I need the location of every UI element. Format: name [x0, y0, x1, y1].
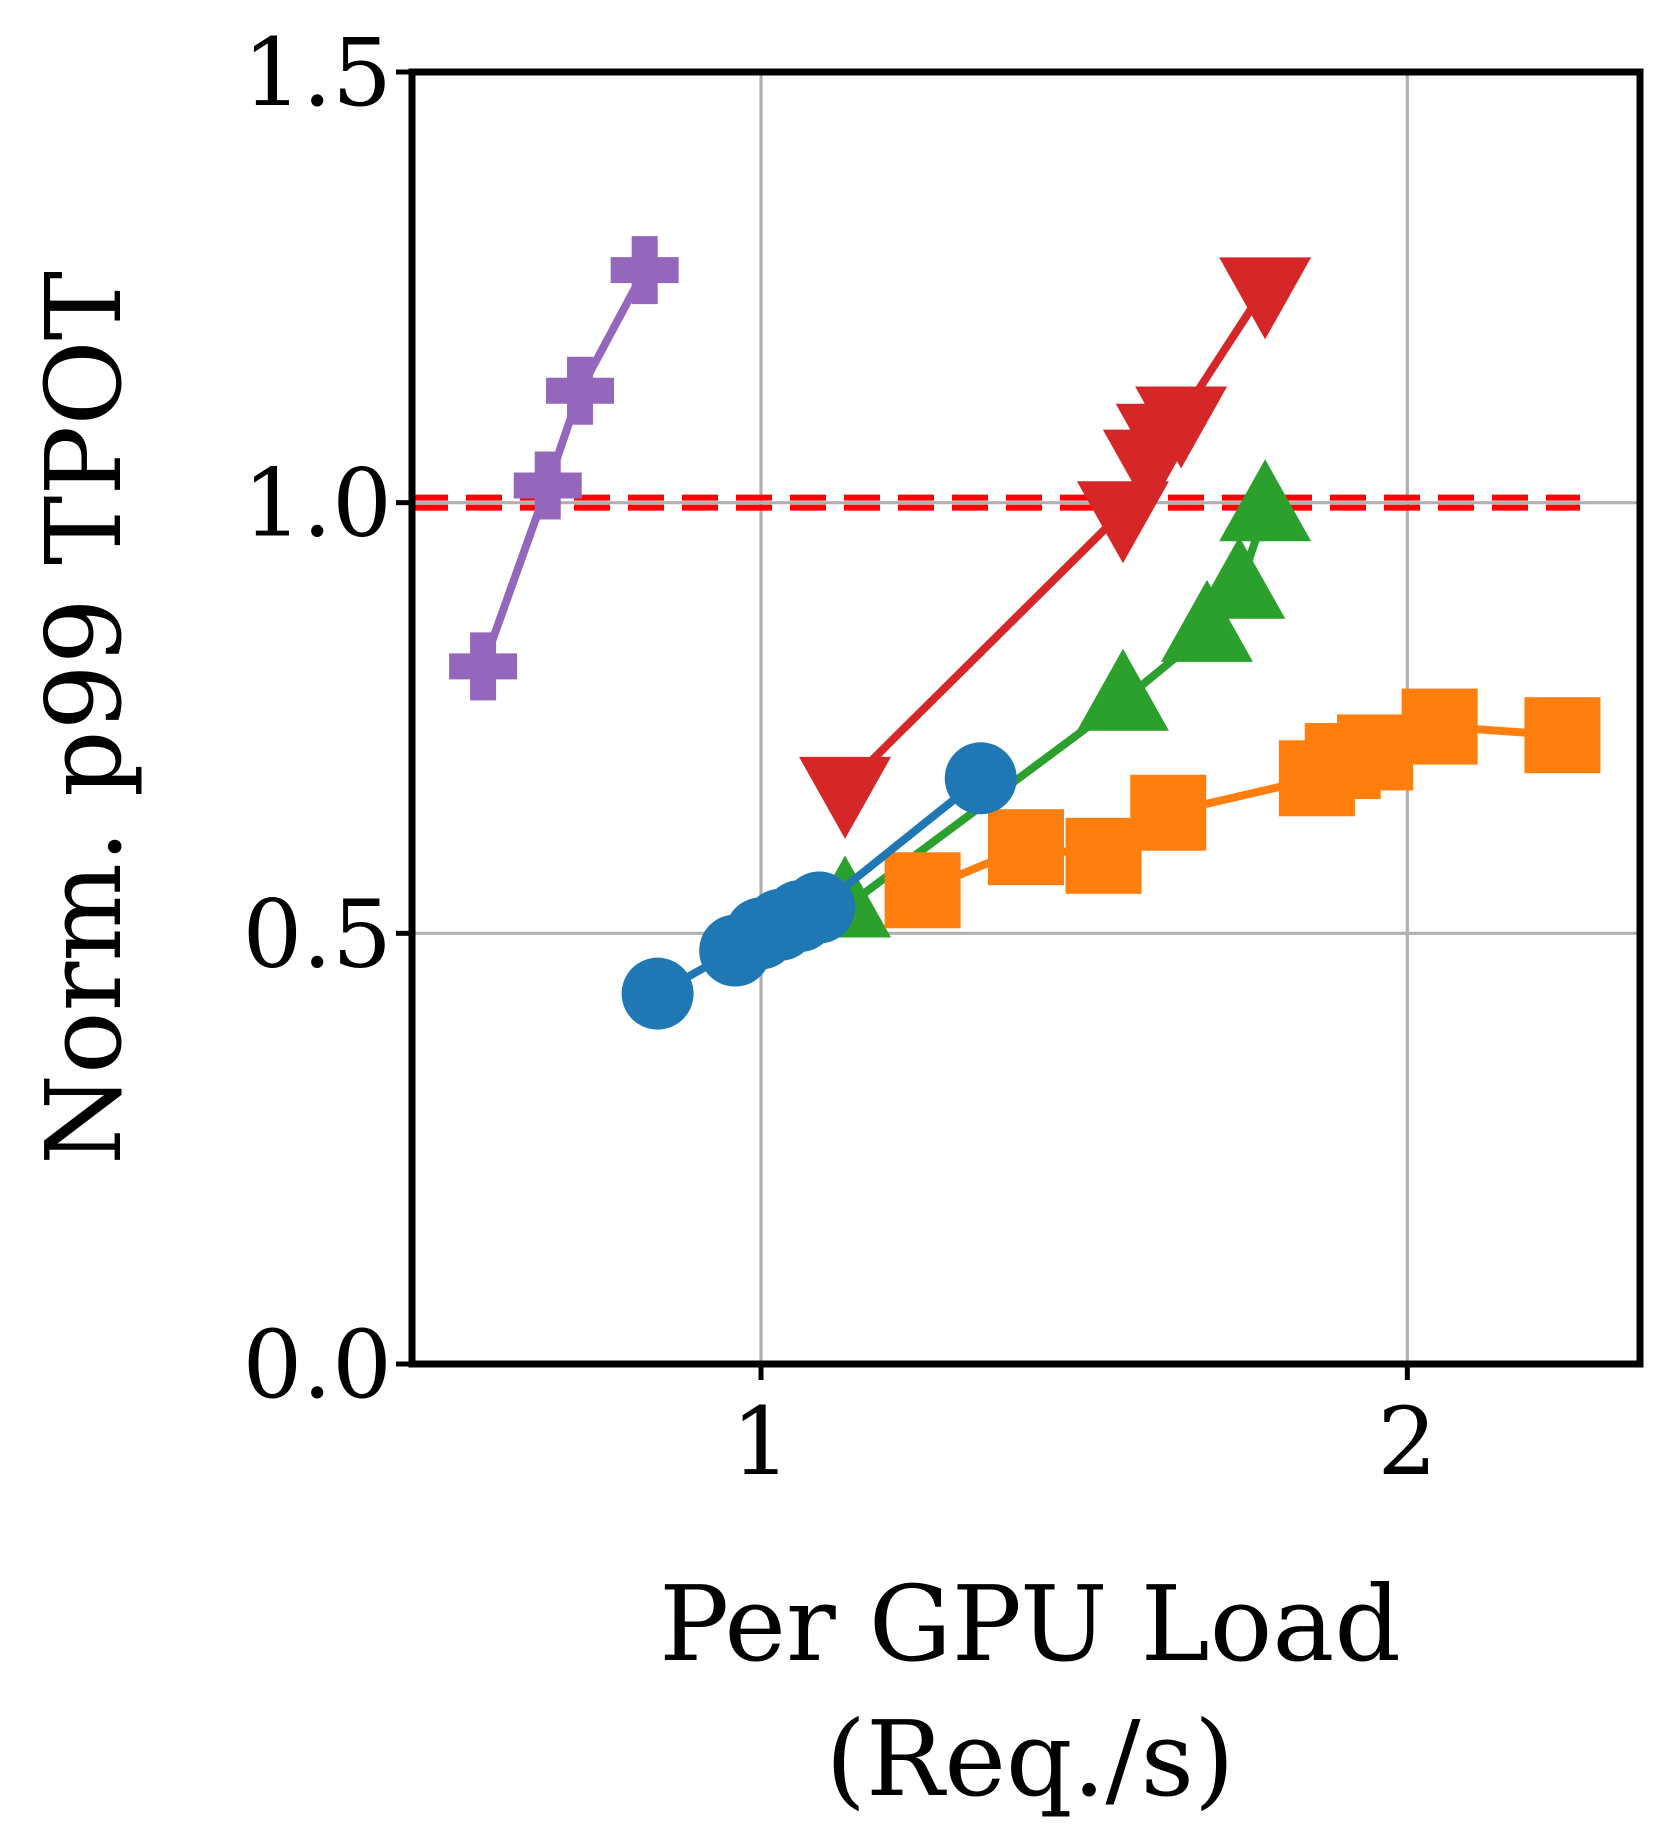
- x-axis-title-line-2: (Req./s): [825, 1698, 1234, 1820]
- purple-plus-point-0: [449, 632, 518, 701]
- series-purple-plus: [449, 236, 679, 701]
- reference-layer: [412, 494, 1580, 511]
- x-tick-label-0: 1: [731, 1388, 791, 1497]
- red-triangle-down-point-4: [1135, 386, 1228, 469]
- series-red-triangle-down: [799, 257, 1312, 839]
- series-layer: [449, 236, 1601, 1030]
- orange-square-point-0: [884, 852, 961, 929]
- orange-square-point-1: [988, 809, 1064, 886]
- blue-circle-point-6: [944, 742, 1017, 815]
- red-triangle-down-point-5: [1219, 257, 1312, 340]
- green-triangle-up-point-3: [1193, 536, 1286, 619]
- orange-square-point-6: [1337, 714, 1414, 791]
- green-triangle-up-point-2: [1160, 579, 1253, 662]
- y-tick-label-0: 0.0: [243, 1311, 393, 1420]
- blue-circle-point-5: [783, 871, 856, 944]
- series-blue-circle: [621, 742, 1017, 1030]
- ticks: 0.0 0.5 1.0 1.5 1 2: [243, 19, 1438, 1497]
- purple-plus-point-1: [513, 451, 582, 520]
- blue-circle-point-0: [621, 957, 694, 1030]
- y-tick-label-2: 1.0: [243, 450, 393, 559]
- purple-plus-line: [479, 268, 649, 668]
- green-triangle-up-point-4: [1219, 459, 1312, 542]
- orange-square-point-7: [1401, 688, 1478, 765]
- series-orange-square: [884, 688, 1601, 929]
- orange-square-point-3: [1130, 774, 1207, 851]
- y-tick-label-3: 1.5: [243, 19, 393, 128]
- red-triangle-down-point-0: [799, 756, 892, 839]
- axis-labels: Per GPU Load (Req./s) Norm. p99 TPOT: [23, 271, 1401, 1820]
- red-triangle-down-line: [842, 285, 1269, 790]
- orange-square-point-8: [1524, 697, 1601, 774]
- y-axis-title: Norm. p99 TPOT: [23, 271, 145, 1165]
- x-tick-label-1: 2: [1377, 1388, 1437, 1497]
- green-triangle-up-point-1: [1076, 648, 1169, 731]
- purple-plus-point-2: [546, 356, 615, 425]
- y-tick-label-1: 0.5: [243, 880, 393, 989]
- x-axis-title-line-1: Per GPU Load: [659, 1563, 1401, 1685]
- orange-square-point-2: [1065, 817, 1142, 894]
- plot-frame: [408, 68, 1644, 1368]
- purple-plus-point-3: [610, 236, 679, 305]
- axes: [408, 68, 1644, 1368]
